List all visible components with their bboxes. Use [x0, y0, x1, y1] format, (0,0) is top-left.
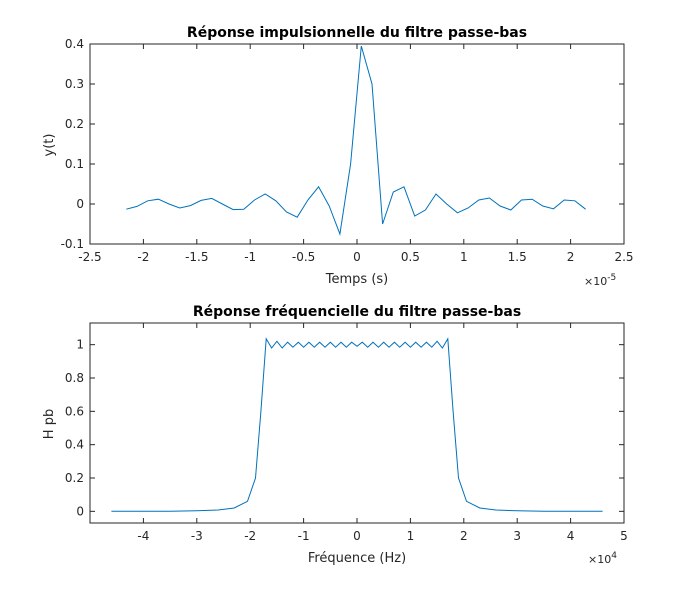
y-tick-label: 0.4 [65, 438, 84, 452]
x-tick-label: 1 [460, 250, 468, 264]
x-tick-label: -3 [191, 529, 203, 543]
series-line [126, 45, 586, 236]
y-tick-label: 0.8 [65, 371, 84, 385]
chart-title: Réponse fréquencielle du filtre passe-ba… [193, 304, 521, 320]
chart-impulse-response: Réponse impulsionnelle du filtre passe-b… [42, 25, 634, 288]
x-tick-label: -4 [137, 529, 149, 543]
y-tick-label: -0.1 [61, 237, 84, 251]
y-tick-label: 0.2 [65, 471, 84, 485]
y-tick-label: 0.6 [65, 404, 84, 418]
chart-frequency-response: Réponse fréquencielle du filtre passe-ba… [42, 304, 628, 566]
series-line [111, 337, 603, 512]
axes-box [89, 43, 625, 245]
x-axis-multiplier: ×104 [588, 551, 617, 566]
x-axis-multiplier: ×10-5 [584, 273, 616, 288]
y-axis-label: H pb [42, 409, 57, 439]
x-tick-label: 0 [353, 250, 361, 264]
x-tick-label: 2 [567, 250, 575, 264]
x-axis-multiplier-base: ×10 [588, 553, 611, 566]
y-axis-label: y(t) [42, 134, 57, 157]
y-tick-label: 0.2 [65, 117, 84, 131]
x-tick-label: -2.5 [78, 250, 101, 264]
chart-title: Réponse impulsionnelle du filtre passe-b… [187, 25, 527, 41]
x-axis-multiplier-exponent: -5 [607, 273, 616, 283]
y-tick-label: 0.4 [65, 37, 84, 51]
x-tick-label: 3 [513, 529, 521, 543]
x-tick-label: 2 [460, 529, 468, 543]
x-tick-label: 2.5 [614, 250, 633, 264]
x-tick-label: 5 [620, 529, 628, 543]
y-tick-label: 0.3 [65, 77, 84, 91]
y-tick-label: 0.1 [65, 157, 84, 171]
x-axis-multiplier-exponent: 4 [611, 551, 617, 561]
x-tick-label: 4 [567, 529, 575, 543]
x-tick-label: -0.5 [292, 250, 315, 264]
x-tick-label: -2 [137, 250, 149, 264]
x-axis-multiplier-base: ×10 [584, 275, 607, 288]
y-tick-label: 0 [76, 197, 84, 211]
y-tick-label: 1 [76, 338, 84, 352]
x-tick-label: 0.5 [401, 250, 420, 264]
axes-box [89, 322, 625, 524]
x-tick-label: -1.5 [185, 250, 208, 264]
x-axis-label: Fréquence (Hz) [308, 551, 406, 566]
x-tick-label: -2 [244, 529, 256, 543]
x-tick-label: 1.5 [508, 250, 527, 264]
x-tick-label: 0 [353, 529, 361, 543]
x-tick-label: -1 [244, 250, 256, 264]
x-tick-label: -1 [298, 529, 310, 543]
x-tick-label: 1 [407, 529, 415, 543]
y-tick-label: 0 [76, 504, 84, 518]
x-axis-label: Temps (s) [325, 272, 388, 287]
